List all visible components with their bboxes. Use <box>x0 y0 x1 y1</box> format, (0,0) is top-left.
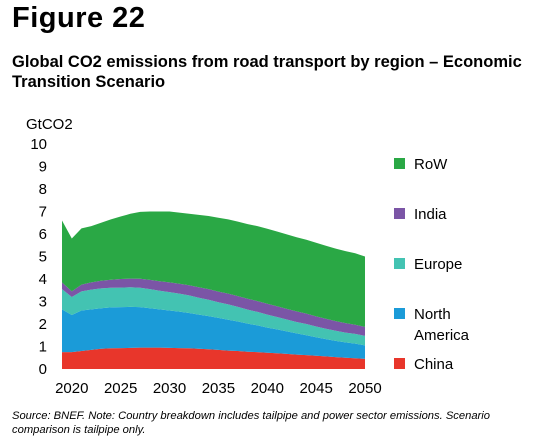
y-tick-label: 4 <box>39 271 47 288</box>
x-tick-label: 2025 <box>104 380 137 397</box>
chart-title: Global CO2 emissions from road transport… <box>12 53 522 91</box>
y-tick-label: 6 <box>39 226 47 243</box>
area-row <box>62 211 365 327</box>
figure-label: Figure 22 <box>12 2 146 34</box>
y-tick-label: 5 <box>39 249 47 266</box>
x-tick-label: 2040 <box>251 380 284 397</box>
legend-swatch <box>394 308 405 319</box>
y-tick-label: 8 <box>39 181 47 198</box>
legend-item-north-america: North America <box>394 304 494 346</box>
y-tick-label: 7 <box>39 204 47 221</box>
legend-swatch <box>394 258 405 269</box>
y-tick-label: 10 <box>30 136 47 153</box>
area-north-america <box>62 306 365 359</box>
legend-item-india: India <box>394 204 544 225</box>
x-tick-label: 2020 <box>55 380 88 397</box>
plot-area <box>62 211 365 369</box>
legend-item-china: China <box>394 354 544 375</box>
legend-label: North America <box>414 306 470 344</box>
legend-swatch <box>394 158 405 169</box>
y-tick-label: 3 <box>39 294 47 311</box>
legend-item-europe: Europe <box>394 254 544 275</box>
x-axis: 2020 2025 2030 2035 2040 2045 2050 <box>55 380 382 397</box>
x-tick-label: 2030 <box>153 380 186 397</box>
legend-label: Europe <box>414 256 463 273</box>
area-europe <box>62 287 365 346</box>
legend-label: China <box>414 356 454 373</box>
legend-item-row: RoW <box>394 154 544 175</box>
legend-label: RoW <box>414 156 448 173</box>
y-axis: 0 1 2 3 4 5 6 7 8 9 10 <box>30 136 47 378</box>
x-tick-label: 2045 <box>299 380 332 397</box>
x-tick-label: 2035 <box>202 380 235 397</box>
area-china <box>62 347 365 369</box>
y-tick-label: 9 <box>39 159 47 176</box>
legend-label: India <box>414 206 447 223</box>
area-india <box>62 278 365 336</box>
y-tick-label: 1 <box>39 339 47 356</box>
x-tick-label: 2050 <box>348 380 381 397</box>
legend-swatch <box>394 208 405 219</box>
y-tick-label: 0 <box>39 361 47 378</box>
y-axis-label: GtCO2 <box>26 116 73 133</box>
y-tick-label: 2 <box>39 316 47 333</box>
legend-swatch <box>394 358 405 369</box>
source-note: Source: BNEF. Note: Country breakdown in… <box>12 410 490 436</box>
